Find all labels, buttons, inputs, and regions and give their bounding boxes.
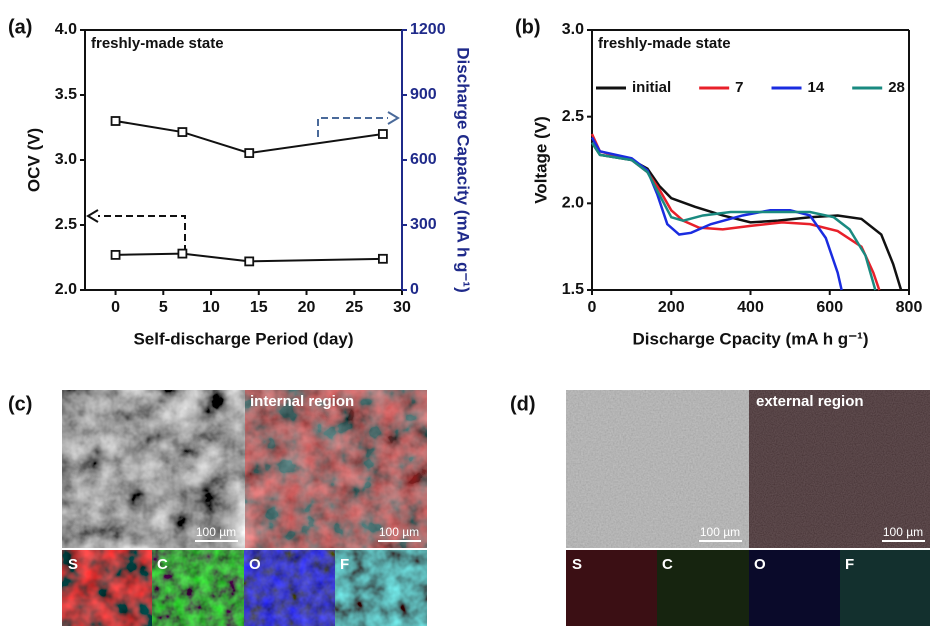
annotation: freshly-made state [598,35,731,52]
x-tick-label: 600 [816,299,843,316]
arrowhead [88,210,98,222]
marker [112,251,120,259]
scale-label: 100 µm [196,525,236,539]
element-label: O [754,556,766,573]
scale-label: 100 µm [379,525,419,539]
y2-tick-label: 1200 [410,21,446,38]
legend-label: 28 [888,79,905,96]
panel-label: (b) [515,16,541,38]
axis-arrows [88,112,398,252]
marker [245,257,253,265]
legend-label: 7 [735,79,743,96]
element-label: F [340,556,349,573]
y-axis-label: OCV (V) [24,128,43,192]
panel-label: (d) [510,393,536,415]
marker [178,250,186,258]
element-label: C [157,556,168,573]
marker [178,128,186,136]
y2-tick-label: 0 [410,281,419,298]
x-tick-label: 30 [393,299,411,316]
region-label: internal region [250,393,354,410]
legend-label: initial [632,79,671,96]
y-tick-label: 4.0 [55,21,77,38]
legend-label: 14 [808,79,825,96]
annotation: freshly-made state [91,35,224,52]
panel-label: (c) [8,393,32,415]
x-tick-label: 15 [250,299,268,316]
x-axis-label: Self-discharge Period (day) [133,329,353,348]
y2-tick-label: 300 [410,216,437,233]
micrograph-c [62,390,427,626]
y-tick-label: 2.5 [55,216,77,233]
arrow-to-left-axis [98,216,185,252]
y-tick-label: 3.0 [562,21,584,38]
arrowhead [388,112,398,124]
y-tick-label: 2.0 [55,281,77,298]
y2-tick-label: 900 [410,86,437,103]
marker [245,149,253,157]
x-axis-label: Discharge Cpacity (mA h g⁻¹) [633,329,869,348]
y-axis-label: Voltage (V) [531,116,550,204]
x-tick-label: 200 [658,299,685,316]
y-tick-label: 2.5 [562,108,584,125]
x-tick-label: 5 [159,299,168,316]
x-tick-label: 800 [896,299,923,316]
x-tick-label: 0 [588,299,597,316]
element-label: S [572,556,582,573]
element-label: F [845,556,854,573]
y-tick-label: 1.5 [562,281,584,298]
x-tick-label: 10 [202,299,220,316]
x-tick-label: 0 [111,299,120,316]
region-label: external region [756,393,864,410]
element-label: C [662,556,673,573]
scale-label: 100 µm [883,525,923,539]
element-label: O [249,556,261,573]
y-tick-label: 2.0 [562,195,584,212]
marker [379,255,387,263]
scale-label: 100 µm [700,525,740,539]
series-line [592,143,875,290]
micrograph-d [566,390,930,626]
x-tick-label: 25 [345,299,363,316]
y2-tick-label: 600 [410,151,437,168]
element-label: S [68,556,78,573]
figure: (c) internal region 100 µm 100 µm S C O … [0,0,930,626]
y-tick-label: 3.5 [55,86,77,103]
panel-label: (a) [8,16,32,38]
x-tick-label: 20 [298,299,316,316]
y-tick-label: 3.0 [55,151,77,168]
y2-axis-label: Discharge Capacity (mA h g⁻¹) [454,47,473,292]
marker [379,130,387,138]
x-tick-label: 400 [737,299,764,316]
marker [112,117,120,125]
